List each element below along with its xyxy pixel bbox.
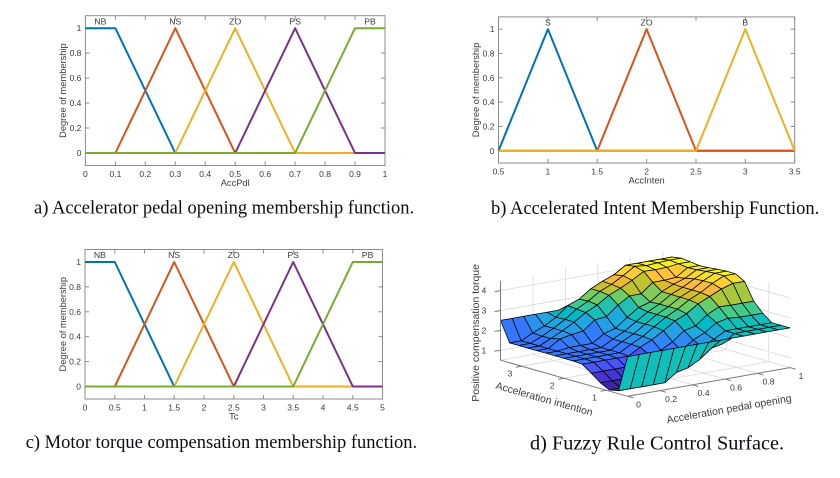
svg-text:2.5: 2.5	[228, 403, 240, 413]
svg-text:4: 4	[481, 286, 486, 296]
svg-text:1.5: 1.5	[168, 403, 180, 413]
svg-text:3: 3	[507, 368, 512, 378]
svg-text:1: 1	[142, 403, 147, 413]
svg-text:1.5: 1.5	[591, 167, 603, 177]
svg-text:0.1: 0.1	[109, 169, 121, 179]
svg-text:0.2: 0.2	[665, 394, 677, 404]
svg-text:1: 1	[799, 371, 804, 381]
svg-text:0.4: 0.4	[69, 332, 81, 342]
svg-text:c) Motor torque compensation m: c) Motor torque compensation membership …	[26, 433, 418, 453]
svg-text:Degree of membership: Degree of membership	[58, 277, 68, 372]
svg-text:AccPdl: AccPdl	[221, 178, 250, 188]
svg-text:4: 4	[321, 403, 326, 413]
svg-text:NS: NS	[168, 250, 180, 260]
svg-text:0.6: 0.6	[483, 73, 495, 83]
svg-text:0: 0	[76, 382, 81, 392]
svg-text:0.5: 0.5	[493, 167, 505, 177]
svg-text:2: 2	[481, 325, 486, 335]
svg-text:0.6: 0.6	[730, 382, 742, 392]
svg-text:0: 0	[83, 403, 88, 413]
svg-text:0: 0	[77, 148, 82, 158]
svg-text:0.9: 0.9	[349, 169, 361, 179]
svg-text:NB: NB	[94, 16, 106, 26]
svg-text:0.6: 0.6	[259, 169, 271, 179]
svg-text:1: 1	[546, 167, 551, 177]
svg-text:B: B	[742, 18, 748, 28]
svg-text:1: 1	[592, 392, 597, 402]
svg-text:0: 0	[636, 400, 641, 410]
svg-text:ZO: ZO	[641, 18, 653, 28]
svg-text:PS: PS	[287, 250, 299, 260]
svg-text:0: 0	[83, 169, 88, 179]
svg-text:Tc: Tc	[229, 412, 239, 422]
svg-text:d) Fuzzy Rule Control Surface.: d) Fuzzy Rule Control Surface.	[530, 433, 784, 455]
svg-text:0.6: 0.6	[69, 307, 81, 317]
svg-text:2: 2	[202, 403, 207, 413]
svg-text:0.3: 0.3	[169, 169, 181, 179]
svg-text:0.8: 0.8	[483, 48, 495, 58]
svg-text:0.5: 0.5	[109, 403, 121, 413]
svg-text:NS: NS	[169, 16, 181, 26]
svg-text:1: 1	[383, 169, 388, 179]
svg-text:0.4: 0.4	[698, 388, 710, 398]
svg-text:PB: PB	[364, 16, 376, 26]
svg-text:Positive compensation torque: Positive compensation torque	[470, 264, 482, 402]
svg-text:0.5: 0.5	[229, 169, 241, 179]
svg-text:0.2: 0.2	[483, 122, 495, 132]
svg-text:0: 0	[490, 146, 495, 156]
svg-text:0.8: 0.8	[319, 169, 331, 179]
svg-text:PS: PS	[289, 16, 301, 26]
svg-text:3: 3	[481, 306, 486, 316]
svg-text:3: 3	[261, 403, 266, 413]
svg-text:5: 5	[380, 403, 385, 413]
svg-text:S: S	[545, 18, 551, 28]
svg-text:a) Accelerator pedal opening m: a) Accelerator pedal opening membership …	[34, 199, 414, 219]
svg-text:1: 1	[490, 24, 495, 34]
svg-text:ZO: ZO	[228, 250, 240, 260]
svg-text:0.8: 0.8	[70, 48, 82, 58]
svg-text:ZO: ZO	[229, 16, 241, 26]
svg-text:0.6: 0.6	[70, 73, 82, 83]
svg-text:b) Accelerated Intent Membersh: b) Accelerated Intent Membership Functio…	[491, 199, 819, 219]
svg-text:0.7: 0.7	[289, 169, 301, 179]
svg-text:0.8: 0.8	[69, 282, 81, 292]
svg-text:0.2: 0.2	[139, 169, 151, 179]
svg-text:2: 2	[644, 167, 649, 177]
svg-text:1: 1	[77, 23, 82, 33]
svg-text:2.5: 2.5	[690, 167, 702, 177]
svg-text:PB: PB	[362, 250, 374, 260]
svg-text:Degree of membership: Degree of membership	[58, 43, 68, 138]
svg-text:AccInten: AccInten	[629, 176, 665, 186]
svg-text:0.4: 0.4	[70, 98, 82, 108]
svg-text:0.8: 0.8	[762, 377, 774, 387]
svg-text:3: 3	[743, 167, 748, 177]
svg-text:0.4: 0.4	[199, 169, 211, 179]
svg-text:1: 1	[481, 345, 486, 355]
svg-text:3.5: 3.5	[287, 403, 299, 413]
svg-text:0.2: 0.2	[69, 357, 81, 367]
svg-text:2: 2	[550, 380, 555, 390]
svg-text:0.2: 0.2	[70, 123, 82, 133]
svg-text:3.5: 3.5	[789, 167, 801, 177]
svg-text:4.5: 4.5	[347, 403, 359, 413]
svg-text:NB: NB	[94, 250, 106, 260]
svg-text:Degree of membership: Degree of membership	[471, 43, 481, 138]
svg-text:1: 1	[76, 257, 81, 267]
svg-text:0.4: 0.4	[483, 97, 495, 107]
